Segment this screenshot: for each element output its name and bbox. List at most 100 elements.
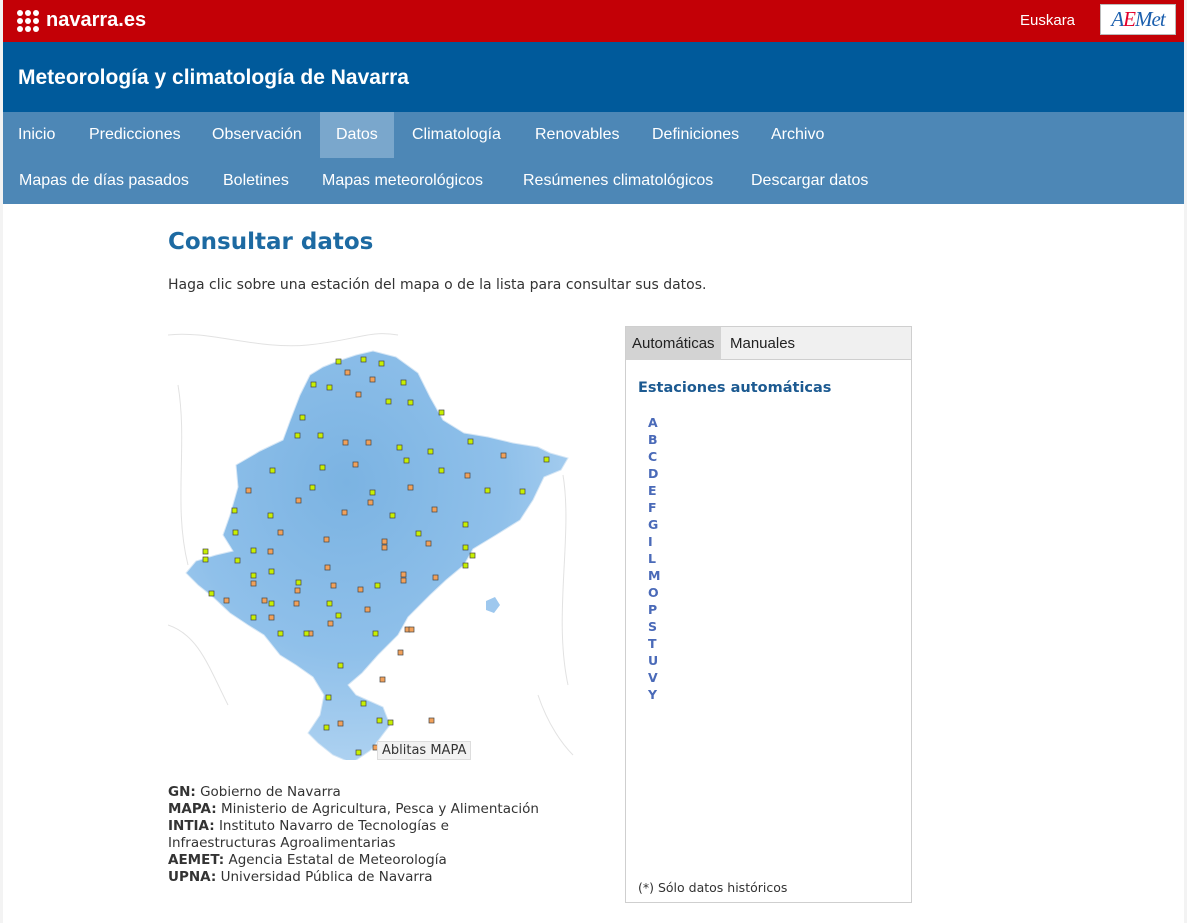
station-marker (335, 612, 342, 619)
station-marker (325, 694, 332, 701)
nav-archivo[interactable]: Archivo (771, 126, 825, 143)
letter-link-a[interactable]: A (648, 415, 658, 430)
navarra-region-shape (185, 350, 569, 760)
station-marker (342, 439, 349, 446)
letter-link-y[interactable]: Y (648, 687, 658, 702)
letter-link-d[interactable]: D (648, 466, 659, 481)
station-marker (202, 548, 209, 555)
station-marker (303, 630, 310, 637)
station-marker (397, 649, 404, 656)
station-marker (367, 499, 374, 506)
station-marker (268, 568, 275, 575)
aemet-logo[interactable]: A E Met (1100, 4, 1176, 35)
subnav-mapas-meteorologicos[interactable]: Mapas meteorológicos (322, 172, 483, 189)
station-markers[interactable] (202, 356, 550, 756)
station-marker (400, 571, 407, 578)
nav-datos[interactable]: Datos (320, 112, 394, 158)
station-marker (369, 489, 376, 496)
station-marker (245, 487, 252, 494)
station-marker (208, 590, 215, 597)
station-marker (277, 630, 284, 637)
station-marker (269, 467, 276, 474)
institutions-legend: GN: Gobierno de Navarra MAPA: Ministerio… (168, 784, 539, 886)
letter-link-g[interactable]: G (648, 517, 659, 532)
letter-link-t[interactable]: T (648, 636, 657, 651)
station-marker (519, 488, 526, 495)
station-marker (407, 399, 414, 406)
station-marker (381, 538, 388, 545)
tab-manuales[interactable]: Manuales (730, 335, 796, 352)
primary-nav: Inicio Predicciones Observación Datos Cl… (3, 112, 1184, 158)
station-marker (250, 580, 257, 587)
station-marker (438, 467, 445, 474)
station-marker (415, 530, 422, 537)
stations-map[interactable] (168, 325, 580, 760)
station-marker (425, 540, 432, 547)
station-marker (326, 600, 333, 607)
nav-definiciones[interactable]: Definiciones (652, 126, 740, 143)
station-marker (232, 529, 239, 536)
letter-link-e[interactable]: E (648, 483, 657, 498)
station-marker (268, 614, 275, 621)
legend-row-gn: GN: Gobierno de Navarra (168, 784, 341, 800)
station-marker (323, 536, 330, 543)
letter-link-i[interactable]: I (648, 534, 653, 549)
subnav-descargar-datos[interactable]: Descargar datos (751, 172, 869, 189)
station-marker (267, 512, 274, 519)
letter-link-o[interactable]: O (648, 585, 659, 600)
station-marker (427, 448, 434, 455)
neighbor-borders (168, 333, 574, 756)
station-marker (352, 461, 359, 468)
station-marker (267, 548, 274, 555)
page-title: Consultar datos (168, 229, 374, 255)
nav-inicio[interactable]: Inicio (18, 126, 56, 143)
station-marker (360, 700, 367, 707)
title-bar: Meteorología y climatología de Navarra (3, 42, 1184, 112)
nav-renovables[interactable]: Renovables (535, 126, 620, 143)
station-marker (389, 512, 396, 519)
letter-link-b[interactable]: B (648, 432, 658, 447)
station-marker (319, 464, 326, 471)
letter-link-m[interactable]: M (648, 568, 661, 583)
letter-link-v[interactable]: V (648, 670, 658, 685)
station-marker (400, 577, 407, 584)
station-marker (344, 369, 351, 376)
map-tooltip: Ablitas MAPA (377, 741, 472, 760)
station-marker (231, 507, 238, 514)
subnav-resumenes-climatologicos[interactable]: Resúmenes climatológicos (523, 172, 714, 189)
station-marker (295, 497, 302, 504)
station-marker (467, 438, 474, 445)
station-marker (223, 597, 230, 604)
legend-row-upna: UPNA: Universidad Pública de Navarra (168, 869, 433, 885)
station-marker (335, 358, 342, 365)
subnav-mapas-dias-pasados[interactable]: Mapas de días pasados (19, 172, 189, 189)
treviño-enclave-shape (486, 597, 500, 613)
tab-automaticas[interactable]: Automáticas (626, 327, 721, 360)
station-marker (277, 529, 284, 536)
letter-link-p[interactable]: P (648, 602, 658, 617)
letter-link-f[interactable]: F (648, 500, 657, 515)
station-marker (372, 630, 379, 637)
station-marker (337, 662, 344, 669)
subnav-boletines[interactable]: Boletines (223, 172, 289, 189)
station-letter-index: A B C D E F G I L M O P S T U V Y (648, 414, 660, 703)
station-marker (299, 414, 306, 421)
station-marker (317, 432, 324, 439)
letter-link-s[interactable]: S (648, 619, 658, 634)
station-marker (438, 409, 445, 416)
language-link[interactable]: Euskara (1020, 12, 1076, 29)
nav-climatologia[interactable]: Climatología (412, 126, 501, 143)
station-marker (268, 600, 275, 607)
navarra-grid-icon (17, 9, 39, 32)
navarra-logo[interactable]: navarra.es (17, 9, 146, 32)
nav-predicciones[interactable]: Predicciones (89, 126, 181, 143)
station-marker (337, 720, 344, 727)
letter-link-c[interactable]: C (648, 449, 658, 464)
letter-link-l[interactable]: L (648, 551, 656, 566)
legend-row-mapa: MAPA: Ministerio de Agricultura, Pesca y… (168, 801, 539, 817)
nav-observacion[interactable]: Observación (212, 126, 302, 143)
letter-link-u[interactable]: U (648, 653, 659, 668)
station-marker (408, 626, 415, 633)
station-marker (360, 356, 367, 363)
historic-data-note: (*) Sólo datos históricos (638, 880, 788, 895)
